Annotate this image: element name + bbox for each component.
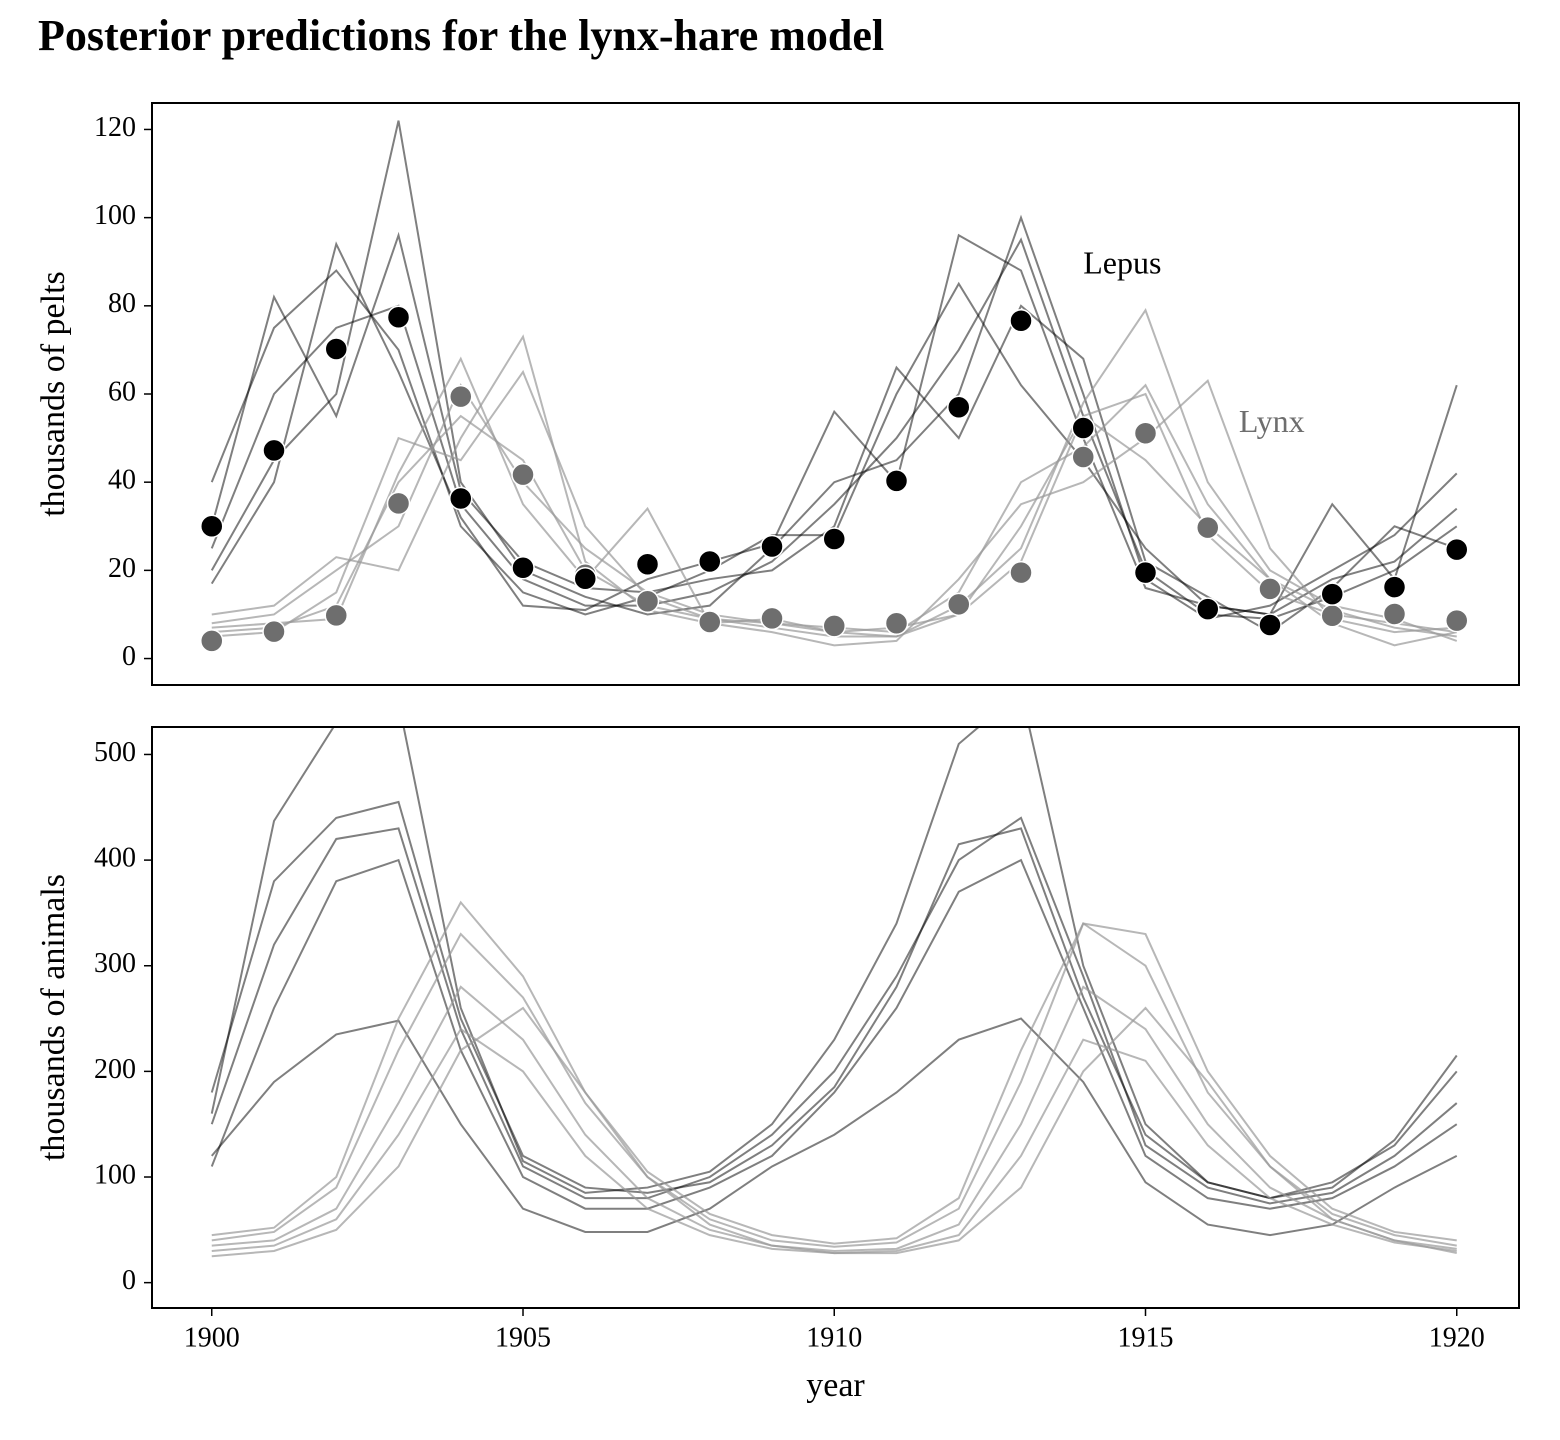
data-point	[449, 486, 473, 511]
x-tick-label: 1915	[1118, 1322, 1174, 1353]
y-axis-label: thousands of animals	[35, 874, 72, 1161]
y-tick-label: 400	[94, 843, 136, 874]
x-tick-label: 1905	[495, 1322, 551, 1353]
data-point	[573, 566, 598, 591]
x-tick-label: 1910	[806, 1322, 862, 1353]
series-line	[210, 727, 1458, 1200]
data-point	[822, 614, 847, 638]
y-tick-label: 300	[94, 948, 136, 979]
data-point	[760, 534, 784, 559]
data-point	[511, 555, 535, 580]
series-line	[211, 900, 1457, 1245]
data-point	[1009, 309, 1033, 333]
data-point	[1320, 582, 1345, 606]
data-point	[386, 491, 411, 516]
data-point	[1009, 560, 1033, 585]
data-point	[947, 395, 971, 419]
plot-frame	[151, 726, 1520, 1309]
data-point	[822, 527, 847, 551]
series-line	[210, 858, 1458, 1210]
data-point	[1445, 537, 1469, 562]
y-tick-label: 500	[94, 737, 136, 768]
data-point	[1258, 577, 1282, 601]
data-point	[884, 611, 909, 636]
data-point	[884, 469, 909, 493]
data-point	[1133, 421, 1158, 445]
annotation: Lepus	[1083, 244, 1161, 280]
series-line	[211, 985, 1457, 1252]
data-point	[1382, 575, 1407, 599]
x-tick-label: 1920	[1429, 1322, 1485, 1353]
y-tick-label: 20	[108, 553, 136, 584]
data-point	[760, 606, 784, 631]
data-point	[1071, 445, 1096, 469]
series-line	[210, 1017, 1458, 1237]
data-point	[1445, 608, 1469, 633]
data-point	[635, 589, 660, 613]
data-point	[324, 603, 349, 628]
x-tick-label: 1900	[184, 1322, 240, 1353]
plot-area	[210, 727, 1458, 1258]
y-tick-label: 100	[94, 1159, 136, 1190]
data-point	[1196, 597, 1220, 621]
series-line	[210, 816, 1458, 1205]
y-tick-label: 80	[108, 288, 136, 319]
data-point	[324, 337, 349, 361]
y-axis-label: thousands of pelts	[35, 271, 72, 517]
data-point	[449, 384, 473, 409]
data-point	[262, 438, 286, 463]
data-point	[1071, 416, 1096, 440]
data-point	[1196, 515, 1220, 540]
data-point	[262, 619, 286, 644]
x-axis-label: year	[806, 1367, 865, 1404]
plot-area	[210, 120, 1458, 647]
data-point	[200, 514, 224, 539]
y-tick-label: 200	[94, 1054, 136, 1085]
series-line	[210, 237, 1458, 620]
y-tick-label: 100	[94, 200, 136, 231]
series-line	[210, 231, 1458, 634]
y-tick-label: 0	[122, 1265, 136, 1296]
data-point	[1382, 602, 1407, 626]
y-tick-label: 60	[108, 376, 136, 407]
data-point	[511, 462, 535, 487]
series-line	[211, 1027, 1457, 1255]
data-point	[386, 305, 411, 330]
series-line	[210, 120, 1458, 620]
series-line	[210, 233, 1458, 616]
data-point	[698, 549, 722, 574]
data-point	[1258, 613, 1282, 637]
series-line	[211, 921, 1457, 1248]
series-line	[211, 1006, 1457, 1258]
y-tick-label: 120	[94, 112, 136, 143]
y-tick-label: 0	[122, 641, 136, 672]
data-point	[947, 592, 971, 617]
series-line	[211, 356, 1457, 647]
plot-frame	[151, 102, 1520, 686]
y-tick-label: 40	[108, 465, 136, 496]
data-point	[200, 629, 224, 653]
data-point	[1320, 604, 1345, 628]
data-point	[698, 610, 722, 634]
chart-title: Posterior predictions for the lynx-hare …	[38, 11, 884, 60]
annotation: Lynx	[1239, 403, 1305, 439]
data-point	[635, 552, 660, 576]
data-point	[1133, 560, 1158, 585]
